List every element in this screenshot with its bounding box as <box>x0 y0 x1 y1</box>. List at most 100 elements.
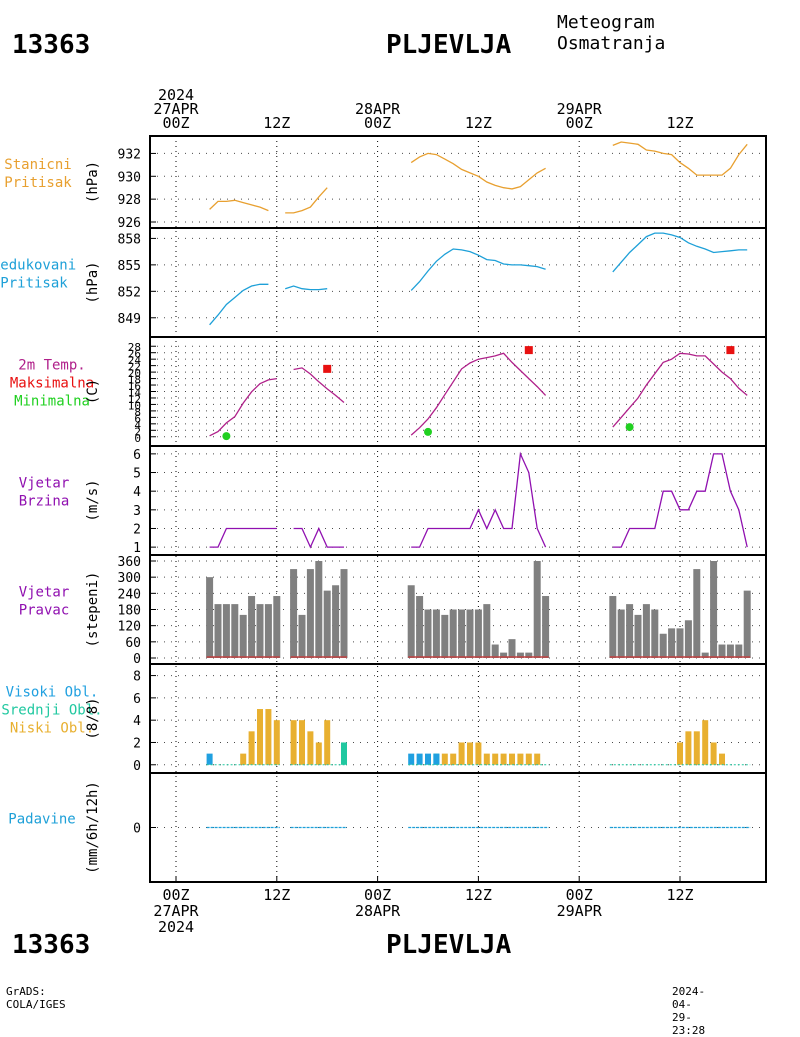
high-cloud-bar <box>425 753 431 765</box>
wind-direction-bar <box>273 596 281 658</box>
low-cloud-bar <box>315 742 322 765</box>
wind-direction-bar <box>315 561 323 658</box>
time-label-top: 2024 <box>158 86 194 104</box>
wind-direction-bar <box>642 604 650 658</box>
low-cloud-bar <box>299 720 305 765</box>
wind-direction-bar <box>466 609 474 658</box>
y-tick-label: 12 <box>128 393 141 406</box>
wind-direction-bar <box>340 569 348 658</box>
wind-direction-bar <box>306 569 314 658</box>
time-label-top: 00Z <box>364 114 391 132</box>
time-label-bottom: 12Z <box>263 886 290 904</box>
low-cloud-bar <box>458 742 465 765</box>
panel-label: Visoki Obl. <box>6 685 99 701</box>
time-label-top: 00Z <box>566 114 593 132</box>
tmin-marker <box>424 427 432 436</box>
wind-direction-bar <box>542 596 550 658</box>
y-tick-label: 18 <box>128 374 141 387</box>
wind-direction-bar <box>743 590 751 658</box>
low-cloud-bar <box>248 731 255 765</box>
panel-label: Vjetar <box>19 476 70 492</box>
y-tick-label: 180 <box>118 604 141 619</box>
time-label-bottom: 00Z <box>566 886 593 904</box>
wind-direction-bar <box>206 577 214 658</box>
y-tick-label: 6 <box>133 448 141 463</box>
reduced-pressure-line <box>285 285 328 291</box>
panel-label: 2m Temp. <box>18 358 85 374</box>
time-label-top: 29APR <box>557 100 603 118</box>
station-pressure-line <box>209 199 269 212</box>
wind-direction-bar <box>323 590 331 658</box>
wind-direction-bar <box>626 604 634 658</box>
tmax-marker <box>524 346 533 355</box>
temperature-line <box>293 367 345 403</box>
panel-label: Maksimalna <box>10 376 94 392</box>
y-tick-label: 2 <box>133 522 141 537</box>
y-tick-label: 0 <box>133 822 141 837</box>
time-label-top: 28APR <box>355 100 401 118</box>
wind-direction-bar <box>407 585 415 658</box>
low-cloud-bar <box>500 753 507 765</box>
y-tick-label: 24 <box>128 354 142 367</box>
y-tick-label: 20 <box>128 367 141 380</box>
low-cloud-bar <box>265 709 272 765</box>
y-tick-label: 8 <box>133 670 141 685</box>
wind-direction-bar <box>693 569 701 658</box>
time-label-top: 12Z <box>465 114 492 132</box>
reduced-pressure-line <box>209 283 269 326</box>
panel-label: Srednji Obl. <box>1 703 102 719</box>
station-pressure-line <box>612 141 748 176</box>
wind-direction-bar <box>458 609 466 658</box>
y-tick-label: 10 <box>128 399 141 412</box>
low-cloud-bar <box>450 753 457 765</box>
station-id-bottom: 13363 <box>12 930 91 960</box>
wind-direction-bar <box>668 628 676 658</box>
wind-direction-bar <box>634 614 642 658</box>
y-tick-label: 855 <box>118 259 141 274</box>
meteogram-title: Meteogram Osmatranja <box>557 12 666 54</box>
high-cloud-bar <box>206 753 213 765</box>
wind-direction-bar <box>483 604 491 658</box>
y-tick-label: 1 <box>133 541 141 556</box>
y-tick-label: 2 <box>133 736 141 751</box>
panel-label: Stanicni <box>4 157 71 173</box>
high-cloud-bar <box>433 753 440 765</box>
low-cloud-bar <box>324 720 331 765</box>
wind-direction-bar <box>416 596 424 658</box>
wind-direction-bar <box>525 652 533 658</box>
wind-direction-bar <box>231 604 239 658</box>
station-id-top: 13363 <box>12 30 91 60</box>
time-label-bottom: 12Z <box>465 886 492 904</box>
reduced-pressure-line <box>612 232 748 273</box>
y-tick-label: 2 <box>134 425 141 438</box>
low-cloud-bar <box>492 753 499 765</box>
time-label-bottom: 00Z <box>162 886 189 904</box>
time-label-bottom: 00Z <box>364 886 391 904</box>
time-label-bottom: 29APR <box>557 902 603 920</box>
wind-direction-bar <box>214 604 222 658</box>
temperature-line <box>612 352 748 428</box>
y-tick-label: 926 <box>118 216 141 231</box>
wind-direction-bar <box>500 652 508 658</box>
panel-label: Padavine <box>8 812 75 828</box>
wind-direction-bar <box>449 609 457 658</box>
y-tick-label: 858 <box>118 232 141 247</box>
tmin-marker <box>625 423 634 432</box>
low-cloud-bar <box>483 753 490 765</box>
panel-label: Vjetar <box>19 585 70 601</box>
reduced-pressure-line <box>410 248 546 291</box>
panel-label: Pritisak <box>4 175 72 191</box>
y-tick-label: 22 <box>128 361 141 374</box>
low-cloud-bar <box>685 731 692 765</box>
panel-unit: (m/s) <box>85 479 101 521</box>
high-cloud-bar <box>416 753 423 765</box>
panel-label: Brzina <box>19 494 70 510</box>
tmax-marker <box>726 346 735 355</box>
temperature-line <box>209 377 277 437</box>
y-tick-label: 849 <box>118 312 141 327</box>
low-cloud-bar <box>534 753 541 765</box>
wind-speed-line <box>209 527 277 548</box>
panel-unit: (8/8) <box>85 697 101 739</box>
y-tick-label: 16 <box>128 380 141 393</box>
